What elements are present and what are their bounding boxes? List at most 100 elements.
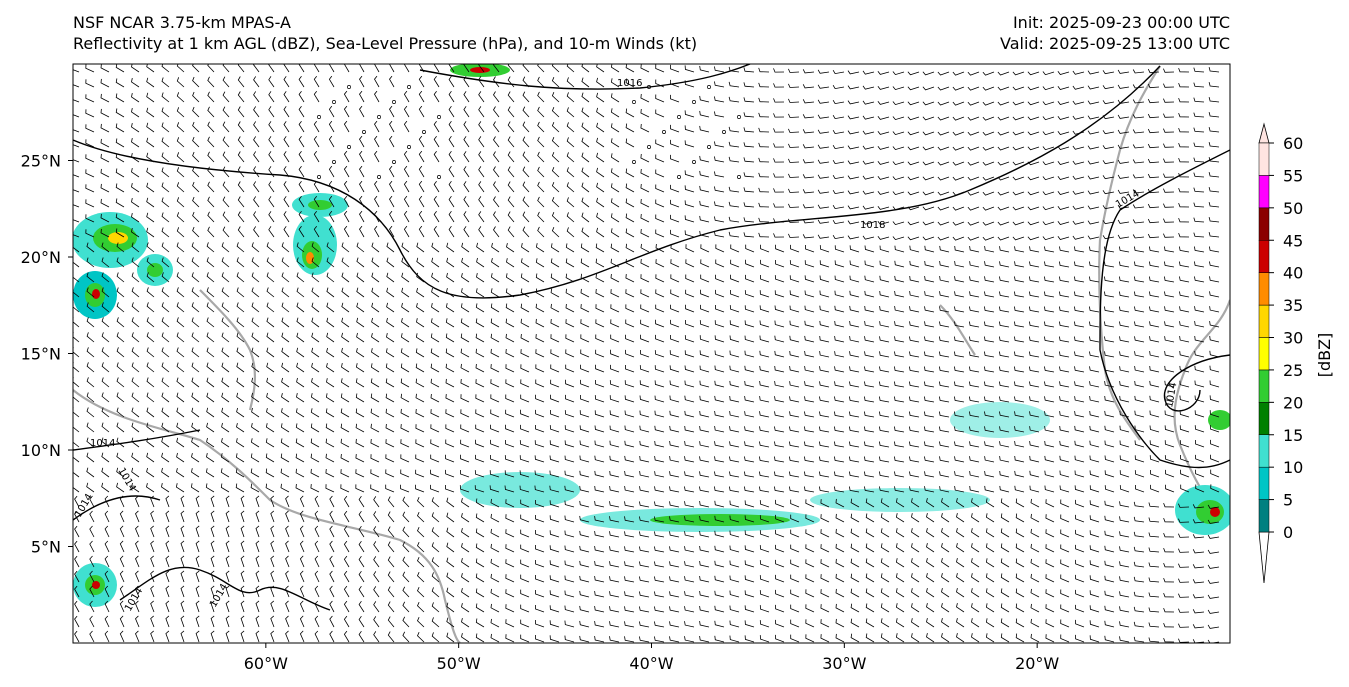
wind-barb xyxy=(236,407,245,418)
wind-barb xyxy=(1089,425,1100,433)
wind-barb xyxy=(490,439,500,448)
wind-barb xyxy=(270,600,275,613)
wind-barb xyxy=(714,380,725,388)
wind-barb xyxy=(161,377,170,388)
wind-barb xyxy=(1029,470,1040,478)
wind-barb xyxy=(922,146,935,151)
wind-barb xyxy=(744,396,755,403)
wind-barb xyxy=(221,438,230,448)
wind-barb xyxy=(773,158,785,163)
wind-barb xyxy=(359,195,365,208)
wind-barb xyxy=(1132,144,1145,149)
wind-barb xyxy=(1012,176,1025,181)
wind-barb xyxy=(1089,485,1100,493)
wind-barb xyxy=(115,198,125,208)
wind-barb xyxy=(1148,607,1160,613)
wind-barb xyxy=(773,128,785,133)
wind-barb xyxy=(1029,336,1040,343)
wind-barb xyxy=(505,333,515,343)
wind-barb xyxy=(1119,321,1130,328)
wind-barb xyxy=(1057,131,1070,135)
wind-barb xyxy=(328,120,335,133)
wind-barb xyxy=(1059,425,1070,433)
wind-barb xyxy=(1208,97,1220,103)
wind-barb xyxy=(684,425,695,433)
wind-barb xyxy=(985,558,995,568)
wind-barb xyxy=(448,195,455,208)
wind-barb xyxy=(1029,426,1040,433)
wind-barb xyxy=(146,347,155,358)
wind-barb xyxy=(104,495,110,508)
wind-barb xyxy=(834,426,845,433)
wind-barb xyxy=(490,348,500,358)
wind-barb xyxy=(268,136,275,148)
wind-barb xyxy=(1089,500,1100,508)
wind-barb xyxy=(971,498,980,508)
wind-barb xyxy=(1102,160,1115,165)
wind-barb xyxy=(251,423,260,433)
wind-barb xyxy=(625,258,635,268)
wind-barb xyxy=(504,455,515,463)
wind-barb xyxy=(74,525,80,538)
wind-barb xyxy=(954,261,965,268)
wind-barb xyxy=(625,213,635,223)
wind-barb xyxy=(461,558,470,568)
wind-barb xyxy=(314,615,320,628)
wind-barb xyxy=(371,242,380,253)
wind-barb xyxy=(119,540,125,553)
wind-barb xyxy=(445,469,455,478)
wind-barb xyxy=(400,378,410,388)
wind-barb xyxy=(565,258,575,268)
wind-barb xyxy=(73,99,80,103)
wind-barb xyxy=(176,137,185,148)
wind-barb xyxy=(478,76,485,88)
wind-barb xyxy=(283,106,290,118)
wind-barb xyxy=(969,321,980,328)
wind-barb xyxy=(1104,276,1115,283)
wind-barb xyxy=(329,585,335,598)
wind-barb xyxy=(880,573,890,583)
wind-barb xyxy=(431,497,440,508)
wind-barb xyxy=(850,513,860,523)
wind-barb xyxy=(550,273,560,283)
wind-barb xyxy=(1089,276,1100,283)
wind-barb xyxy=(1015,528,1025,538)
colorbar-segment xyxy=(1258,499,1270,533)
calm-circle xyxy=(362,130,366,134)
wind-barb xyxy=(730,289,740,298)
wind-barb xyxy=(225,600,230,613)
wind-barb xyxy=(640,64,650,73)
wind-barb xyxy=(1029,455,1040,463)
wind-barb xyxy=(195,615,200,628)
wind-barb xyxy=(1117,234,1130,239)
wind-barb xyxy=(86,332,95,343)
wind-barb xyxy=(1027,191,1040,196)
figure-title-left: NSF NCAR 3.75-km MPAS-A Reflectivity at … xyxy=(73,12,697,54)
wind-barb xyxy=(236,272,245,283)
wind-barb xyxy=(985,633,995,643)
wind-barb xyxy=(926,588,935,598)
wind-barb xyxy=(478,151,485,163)
wind-barb xyxy=(253,196,260,208)
wind-barb xyxy=(922,161,935,166)
wind-barb xyxy=(982,101,995,106)
wind-barb xyxy=(1000,633,1010,643)
wind-barb xyxy=(565,394,575,403)
wind-barb xyxy=(670,304,680,313)
wind-barb xyxy=(729,365,740,373)
wind-barb xyxy=(1075,499,1085,508)
wind-barb xyxy=(1074,440,1085,448)
wind-barb xyxy=(490,424,500,433)
wind-barb xyxy=(699,65,710,73)
wind-barb xyxy=(115,93,125,103)
wind-barb xyxy=(1193,82,1205,88)
wind-barb xyxy=(862,235,875,240)
wind-barb xyxy=(195,495,200,508)
wind-barb xyxy=(969,336,980,343)
wind-barb xyxy=(1148,562,1160,568)
wind-barb xyxy=(879,260,890,268)
wind-barb xyxy=(565,273,575,283)
wind-barb xyxy=(624,591,635,598)
wind-barb xyxy=(150,510,155,523)
wind-barb xyxy=(804,396,815,403)
